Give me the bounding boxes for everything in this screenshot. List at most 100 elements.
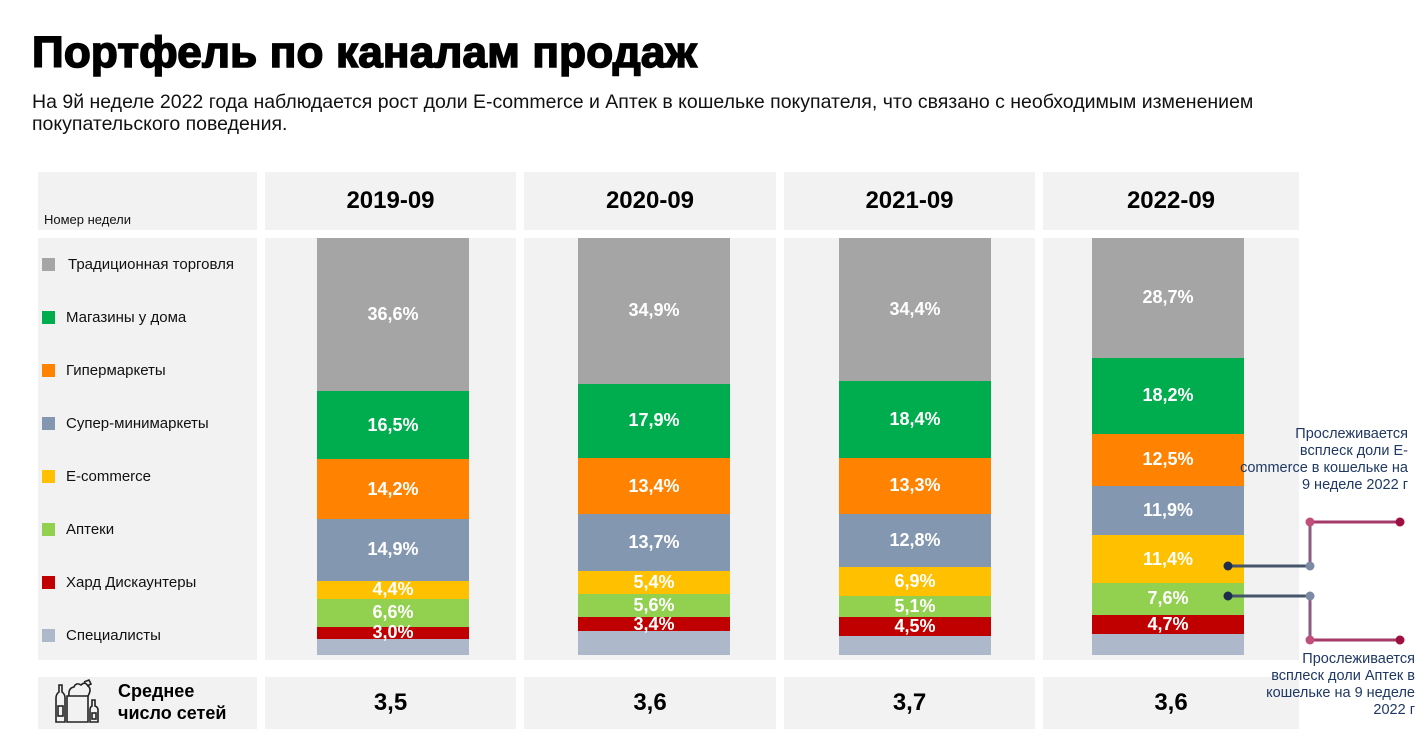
- bar-segment: [1092, 634, 1244, 655]
- avg-value-panel: [524, 677, 776, 729]
- data-label: 14,9%: [367, 539, 419, 560]
- bar-segment: 34,4%: [839, 238, 991, 382]
- data-label: 18,4%: [889, 409, 941, 430]
- legend-item: Гипермаркеты: [42, 361, 166, 379]
- column-header-panel: [1043, 172, 1299, 230]
- bar-segment: 28,7%: [1092, 238, 1244, 358]
- connector-dot: [1305, 635, 1315, 645]
- grocery-bag-icon: [52, 678, 102, 724]
- bar-segment: [578, 631, 730, 655]
- legend-swatch: [42, 522, 55, 536]
- data-label: 13,7%: [628, 532, 680, 553]
- data-label: 4,7%: [1147, 613, 1189, 634]
- stacked-bar-2021-09: 34,4% 18,4% 13,3% 12,8% 6,9% 5,1% 4,5%: [839, 238, 991, 655]
- data-label: 14,2%: [367, 478, 419, 499]
- column-header-2021: 2021-09: [865, 187, 954, 214]
- legend-item: Специалисты: [42, 626, 161, 644]
- legend-item: Традиционная торговля: [42, 255, 234, 273]
- avg-value-panel: [1043, 677, 1299, 729]
- data-label: 3,4%: [633, 613, 675, 634]
- column-header-panel: [784, 172, 1035, 230]
- bar-segment: 13,7%: [578, 514, 730, 572]
- bar-segment: 5,6%: [578, 593, 730, 618]
- connector-dot: [1395, 635, 1405, 645]
- page-title: Портфель по каналам продаж: [31, 27, 697, 78]
- avg-chains-value-2021: 3,7: [892, 689, 927, 716]
- avg-chains-label: Среднее число сетей: [118, 680, 226, 724]
- bar-segment: 7,6%: [1092, 582, 1244, 615]
- bar-segment: 14,2%: [317, 459, 469, 519]
- data-label: 17,9%: [628, 410, 680, 431]
- bar-segment: 6,6%: [317, 599, 469, 627]
- legend-label: Супер-минимаркеты: [66, 414, 209, 432]
- avg-value-panel: [784, 677, 1035, 729]
- legend-item: Магазины у дома: [42, 308, 186, 326]
- bar-segment: 13,4%: [578, 458, 730, 515]
- avg-chains-label-line2: число сетей: [118, 703, 227, 723]
- avg-chains-value-2022: 3,6: [1154, 689, 1188, 716]
- legend-label: E-commerce: [66, 467, 152, 485]
- bar-segment: 18,2%: [1092, 357, 1244, 434]
- bar-segment: 11,4%: [1092, 535, 1244, 583]
- bar-segment: 3,0%: [317, 622, 469, 642]
- legend-label: Аптеки: [66, 520, 115, 538]
- legend-label: Хард Дискаунтеры: [66, 573, 197, 591]
- data-label: 5,4%: [633, 571, 675, 592]
- avg-value-panel: [265, 677, 516, 729]
- data-label: 4,5%: [894, 615, 936, 636]
- column-header-panel: [265, 172, 516, 230]
- connector-dot: [1305, 561, 1315, 571]
- bar-segment: 16,5%: [317, 390, 469, 460]
- data-label: 5,6%: [633, 594, 675, 615]
- data-label: 3,0%: [372, 622, 414, 643]
- data-label: 16,5%: [367, 414, 419, 435]
- avg-chains-value-2019: 3,5: [373, 689, 408, 716]
- legend-header-panel: [38, 172, 257, 230]
- connector-dot: [1305, 591, 1315, 601]
- data-label: 36,6%: [367, 303, 419, 324]
- bar-segment: 12,8%: [839, 513, 991, 567]
- data-label: 4,4%: [372, 579, 414, 600]
- bar-segment: 36,6%: [317, 238, 469, 391]
- data-label: 12,8%: [889, 529, 941, 550]
- bar-segment: 5,4%: [578, 571, 730, 594]
- avg-chains-label-line1: Среднее: [118, 681, 195, 701]
- bar-segment: 12,5%: [1092, 433, 1244, 486]
- legend-label: Специалисты: [66, 626, 161, 644]
- legend-swatch: [42, 257, 55, 271]
- data-label: 28,7%: [1142, 287, 1194, 308]
- bar-segment: 17,9%: [578, 383, 730, 459]
- data-label: 6,6%: [372, 602, 414, 623]
- data-label: 11,4%: [1142, 548, 1194, 569]
- legend-item: E-commerce: [42, 467, 151, 485]
- data-label: 34,4%: [889, 299, 941, 320]
- data-label: 6,9%: [894, 570, 936, 591]
- stacked-bar-2020-09: 34,9% 17,9% 13,4% 13,7% 5,4% 5,6% 3,4%: [578, 238, 730, 655]
- legend-swatch: [42, 310, 55, 324]
- data-label: 11,9%: [1142, 499, 1194, 520]
- bar-segment: 4,5%: [839, 615, 991, 636]
- legend-item: Супер-минимаркеты: [42, 414, 209, 432]
- legend-label: Традиционная торговля: [68, 255, 235, 273]
- data-label: 5,1%: [894, 595, 936, 616]
- bar-segment: 11,9%: [1092, 485, 1244, 536]
- bar-segment: 3,4%: [578, 614, 730, 634]
- legend-swatch: [42, 363, 55, 377]
- legend-swatch: [42, 416, 55, 430]
- bar-segment: 13,3%: [839, 458, 991, 514]
- bar-segment: [317, 639, 469, 655]
- legend-panel: [38, 238, 257, 660]
- connector-dot: [1395, 517, 1405, 527]
- stacked-bar-2022-09: 28,7% 18,2% 12,5% 11,9% 11,4% 7,6% 4,7%: [1092, 238, 1244, 655]
- data-label: 13,3%: [889, 475, 941, 496]
- stacked-bar-2019-09: 36,6% 16,5% 14,2% 14,9% 4,4% 6,6% 3,0%: [317, 238, 469, 655]
- data-label: 13,4%: [628, 475, 680, 496]
- page-subtitle: На 9й неделе 2022 года наблюдается рост …: [32, 91, 1254, 135]
- legend-swatch: [42, 628, 55, 642]
- bar-segment: 4,4%: [317, 579, 469, 600]
- bar-segment: 4,7%: [1092, 613, 1244, 635]
- bar-segment: 34,9%: [578, 238, 730, 384]
- bar-segment: 6,9%: [839, 567, 991, 596]
- column-header-2020: 2020-09: [605, 187, 695, 214]
- column-header-2022: 2022-09: [1126, 187, 1216, 214]
